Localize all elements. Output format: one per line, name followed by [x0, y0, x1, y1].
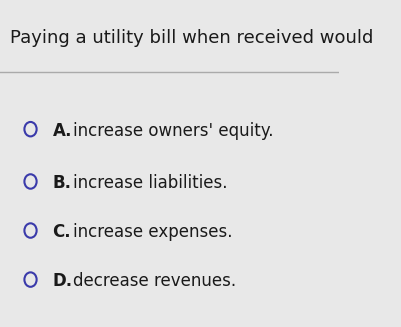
- Text: decrease revenues.: decrease revenues.: [73, 272, 236, 290]
- Text: increase expenses.: increase expenses.: [73, 223, 233, 241]
- Text: D.: D.: [53, 272, 73, 290]
- Text: increase owners' equity.: increase owners' equity.: [73, 122, 273, 140]
- Text: B.: B.: [53, 174, 71, 192]
- Text: Paying a utility bill when received would: Paying a utility bill when received woul…: [10, 29, 374, 47]
- Text: A.: A.: [53, 122, 72, 140]
- Text: increase liabilities.: increase liabilities.: [73, 174, 227, 192]
- Text: C.: C.: [53, 223, 71, 241]
